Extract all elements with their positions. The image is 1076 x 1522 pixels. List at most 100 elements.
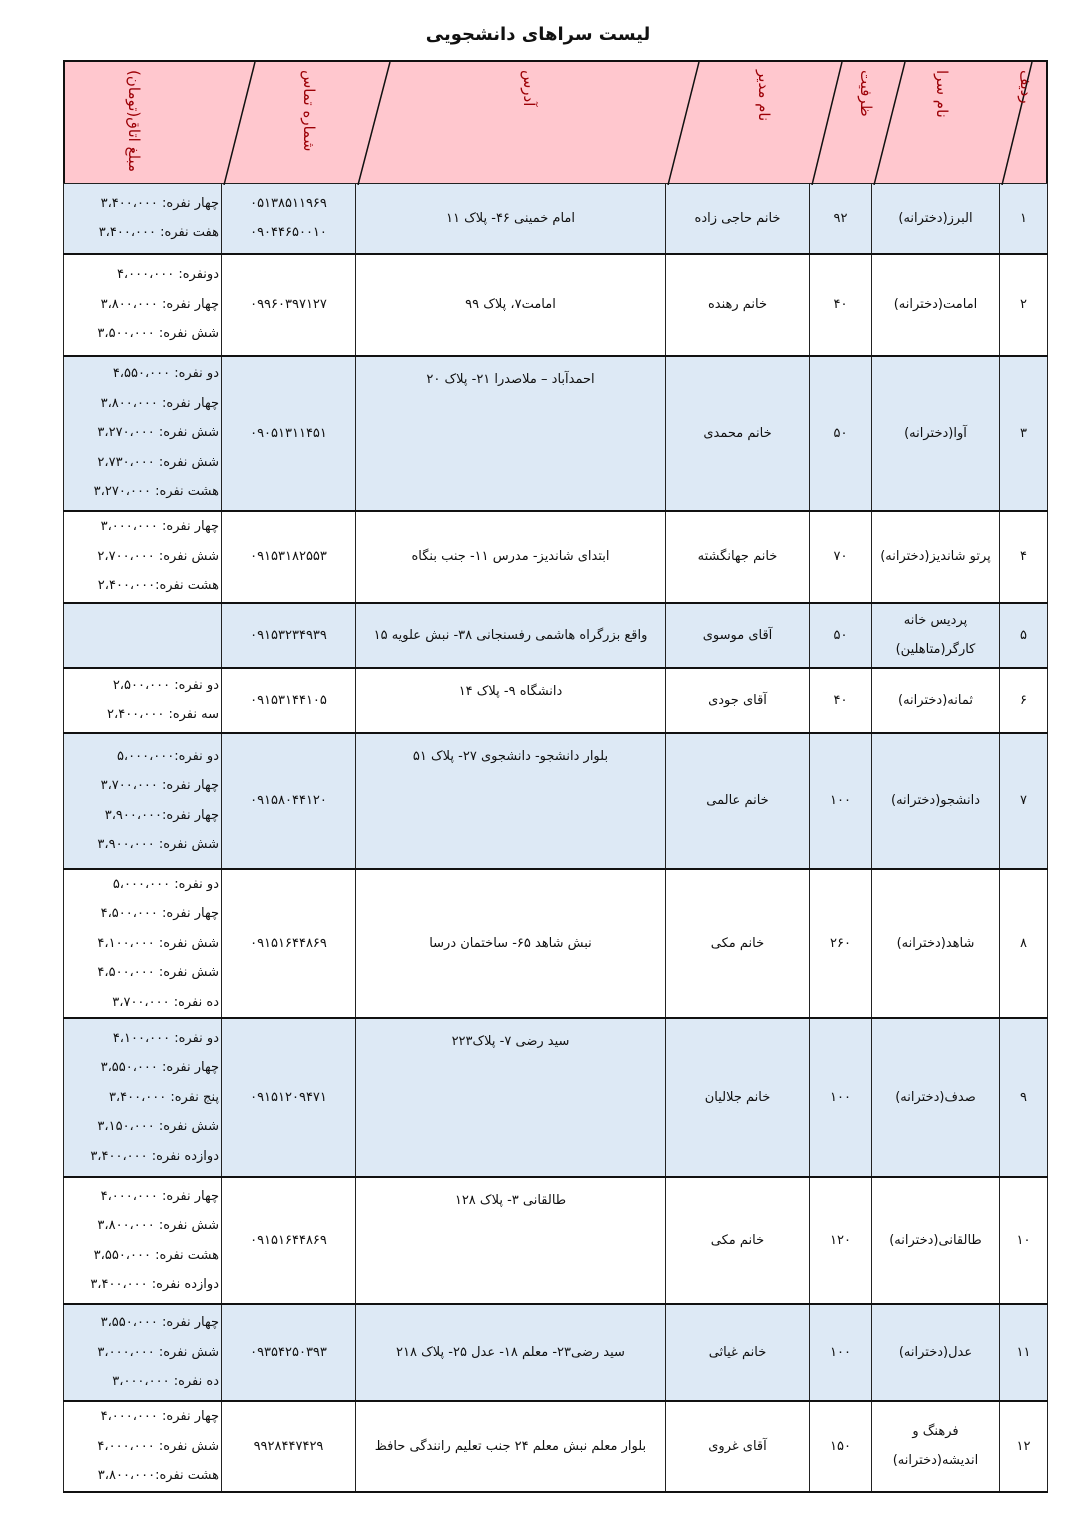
dorm-name: آوا(دخترانه)	[871, 355, 1000, 511]
capacity: ۱۰۰	[809, 1017, 872, 1178]
capacity: ۲۶۰	[809, 868, 872, 1019]
price-line: چهار نفره: ۳،۸۰۰،۰۰۰	[100, 395, 219, 411]
price-line: دونفره: ۴،۰۰۰،۰۰۰	[116, 267, 219, 283]
phone-number: ۰۹۰۴۴۶۵۰۰۱۰	[250, 225, 327, 241]
capacity: ۹۲	[809, 183, 872, 254]
dorm-name: دانشجو(دخترانه)	[871, 732, 1000, 869]
price-line: هشت نفره: ۳،۲۷۰،۰۰۰	[93, 484, 219, 500]
dorm-name: ثمانه(دخترانه)	[871, 667, 1000, 733]
price-line: شش نفره: ۳،۸۰۰،۰۰۰	[97, 1218, 219, 1233]
page-title: لیست سراهای دانشجویی	[425, 24, 651, 45]
room-prices	[63, 602, 222, 668]
dorm-name: صدف(دخترانه)	[871, 1017, 1000, 1178]
price-line: چهار نفره: ۳،۸۰۰،۰۰۰	[100, 296, 219, 312]
phone-number: ۰۹۱۵۱۶۴۴۸۶۹	[250, 935, 327, 951]
price-line: چهار نفره: ۴،۵۰۰،۰۰۰	[100, 906, 219, 921]
phone-number: ۰۹۱۵۳۱۴۴۱۰۵	[250, 692, 327, 708]
capacity: ۵۰	[809, 602, 872, 668]
dormitory-table: ردیف نام سرا ظرفیت نام مدیر آدرس شماره تماس مب…	[63, 60, 1048, 1493]
room-prices: چهار نفره: ۳،۰۰۰،۰۰۰ شش نفره: ۲،۷۰۰،۰۰۰ هش…	[63, 510, 222, 603]
phone-number: ۰۵۱۳۸۵۱۱۹۶۹	[250, 196, 327, 212]
phone-number: ۰۹۹۶۰۳۹۷۱۲۷	[250, 297, 327, 312]
phone-number: ۰۹۰۵۱۳۱۱۴۵۱	[250, 425, 327, 441]
room-prices: دو نفره: ۲،۵۰۰،۰۰۰ سه نفره: ۲،۴۰۰،۰۰۰	[63, 667, 222, 733]
phone-numbers: ۰۹۱۵۳۱۴۴۱۰۵	[221, 667, 356, 733]
manager-name: خانم حاجی زاده	[665, 183, 810, 254]
row-number: ۱۲	[999, 1400, 1048, 1492]
price-line: پنج نفره: ۳،۴۰۰،۰۰۰	[108, 1089, 219, 1105]
price-line: چهار نفره: ۴،۰۰۰،۰۰۰	[100, 1409, 219, 1424]
price-line: شش نفره: ۳،۲۷۰،۰۰۰	[97, 425, 219, 441]
phone-numbers: ۰۹۱۵۳۲۳۴۹۳۹	[221, 602, 356, 668]
manager-name: خانم رهنده	[665, 253, 810, 356]
price-line: شش نفره: ۳،۰۰۰،۰۰۰	[97, 1344, 219, 1360]
dorm-name: عدل(دخترانه)	[871, 1303, 1000, 1402]
capacity: ۱۵۰	[809, 1400, 872, 1492]
price-line: دوازده نفره: ۳،۴۰۰،۰۰۰	[90, 1148, 219, 1164]
table-row: ۵ پردیس خانه کارگر(متاهلین) ۵۰ آقای موسوی وا…	[63, 602, 1048, 668]
price-line: چهار نفره:۳،۹۰۰،۰۰۰	[104, 807, 219, 823]
phone-number: ۰۹۱۵۱۲۰۹۴۷۱	[250, 1090, 327, 1105]
price-line: هشت نفره: ۳،۵۵۰،۰۰۰	[93, 1247, 219, 1263]
row-number: ۷	[999, 732, 1048, 869]
row-number: ۱	[999, 183, 1048, 254]
manager-name: آقای جودی	[665, 667, 810, 733]
row-number: ۱۱	[999, 1303, 1048, 1402]
row-number: ۳	[999, 355, 1048, 511]
phone-number: ۰۹۱۵۸۰۴۴۱۲۰	[250, 793, 327, 808]
price-line: دو نفره: ۲،۵۰۰،۰۰۰	[112, 677, 219, 693]
price-line: هشت نفره:۲،۴۰۰،۰۰۰	[97, 578, 219, 594]
room-prices: چهار نفره: ۴،۰۰۰،۰۰۰ شش نفره: ۳،۸۰۰،۰۰۰ هش…	[63, 1176, 222, 1305]
row-number: ۵	[999, 602, 1048, 668]
price-line: دو نفره: ۴،۵۵۰،۰۰۰	[112, 366, 219, 382]
phone-numbers: ۰۹۱۵۱۶۴۴۸۶۹	[221, 868, 356, 1019]
price-line: شش نفره: ۳،۱۵۰،۰۰۰	[97, 1119, 219, 1135]
table-row: ۴ پرتو شاندیز(دخترانه) ۷۰ خانم جهانگشته ابتد…	[63, 510, 1048, 603]
price-line: چهار نفره: ۳،۵۵۰،۰۰۰	[100, 1060, 219, 1076]
table-row: ۷ دانشجو(دخترانه) ۱۰۰ خانم عالمی بلوار دانشج…	[63, 732, 1048, 869]
price-line: شش نفره: ۴،۵۰۰،۰۰۰	[97, 965, 219, 980]
phone-number: ۰۹۱۵۱۶۴۴۸۶۹	[250, 1233, 327, 1248]
row-number: ۸	[999, 868, 1048, 1019]
manager-name: خانم محمدی	[665, 355, 810, 511]
phone-numbers: ۰۹۱۵۱۲۰۹۴۷۱	[221, 1017, 356, 1178]
manager-name: آقای غروی	[665, 1400, 810, 1492]
row-number: ۶	[999, 667, 1048, 733]
header-dorm-name: نام سرا	[933, 70, 951, 118]
header-room-price: مبلغ اتاق(تومان)	[125, 70, 143, 173]
dorm-name: فرهنگ و اندیشه(دخترانه)	[871, 1400, 1000, 1492]
dorm-name: پرتو شاندیز(دخترانه)	[871, 510, 1000, 603]
dorm-name: شاهد(دخترانه)	[871, 868, 1000, 1019]
row-number: ۹	[999, 1017, 1048, 1178]
capacity: ۱۰۰	[809, 732, 872, 869]
room-prices: چهار نفره: ۴،۰۰۰،۰۰۰ شش نفره: ۴،۰۰۰،۰۰۰ هش…	[63, 1400, 222, 1492]
price-line: هشت نفره:۳،۸۰۰،۰۰۰	[97, 1468, 219, 1483]
room-prices: دو نفره: ۴،۵۵۰،۰۰۰ چهار نفره: ۳،۸۰۰،۰۰۰ شش…	[63, 355, 222, 511]
table-row: ۲ امامت(دخترانه) ۴۰ خانم رهنده امامت۷، پلاک …	[63, 253, 1048, 356]
header-address: آدرس	[520, 70, 538, 107]
room-prices: دو نفره:۵،۰۰۰،۰۰۰ چهار نفره: ۳،۷۰۰،۰۰۰ چها…	[63, 732, 222, 869]
room-prices: دونفره: ۴،۰۰۰،۰۰۰ چهار نفره: ۳،۸۰۰،۰۰۰ شش …	[63, 253, 222, 356]
price-line: شش نفره: ۳،۹۰۰،۰۰۰	[97, 837, 219, 852]
manager-name: خانم مکی	[665, 1176, 810, 1305]
price-line: دو نفره: ۵،۰۰۰،۰۰۰	[112, 876, 219, 892]
table-row: ۱۲ فرهنگ و اندیشه(دخترانه) ۱۵۰ آقای غروی بلو…	[63, 1400, 1048, 1492]
phone-numbers: ۰۹۱۵۳۱۸۲۵۵۳	[221, 510, 356, 603]
table-body: ۱ البرز(دخترانه) ۹۲ خانم حاجی زاده امام خمین…	[63, 183, 1048, 1493]
phone-number: ۹۹۲۸۴۴۷۴۲۹	[253, 1438, 324, 1454]
price-line: چهار نفره: ۴،۰۰۰،۰۰۰	[100, 1188, 219, 1204]
price-line: شش نفره: ۳،۵۰۰،۰۰۰	[97, 326, 219, 342]
address: امام خمینی ۴۶- پلاک ۱۱	[355, 183, 666, 254]
manager-name: خانم مکی	[665, 868, 810, 1019]
price-line: دوازده نفره: ۳،۴۰۰،۰۰۰	[90, 1277, 219, 1292]
price-line: چهار نفره: ۳،۴۰۰،۰۰۰	[100, 195, 219, 211]
manager-name: خانم جهانگشته	[665, 510, 810, 603]
dorm-name: البرز(دخترانه)	[871, 183, 1000, 254]
address: امامت۷، پلاک ۹۹	[355, 253, 666, 356]
dorm-name: طالقانی(دخترانه)	[871, 1176, 1000, 1305]
price-line: دو نفره: ۴،۱۰۰،۰۰۰	[112, 1030, 219, 1046]
manager-name: آقای موسوی	[665, 602, 810, 668]
dorm-name: امامت(دخترانه)	[871, 253, 1000, 356]
manager-name: خانم جلالیان	[665, 1017, 810, 1178]
table-row: ۶ ثمانه(دخترانه) ۴۰ آقای جودی دانشگاه ۹- پلا…	[63, 667, 1048, 733]
